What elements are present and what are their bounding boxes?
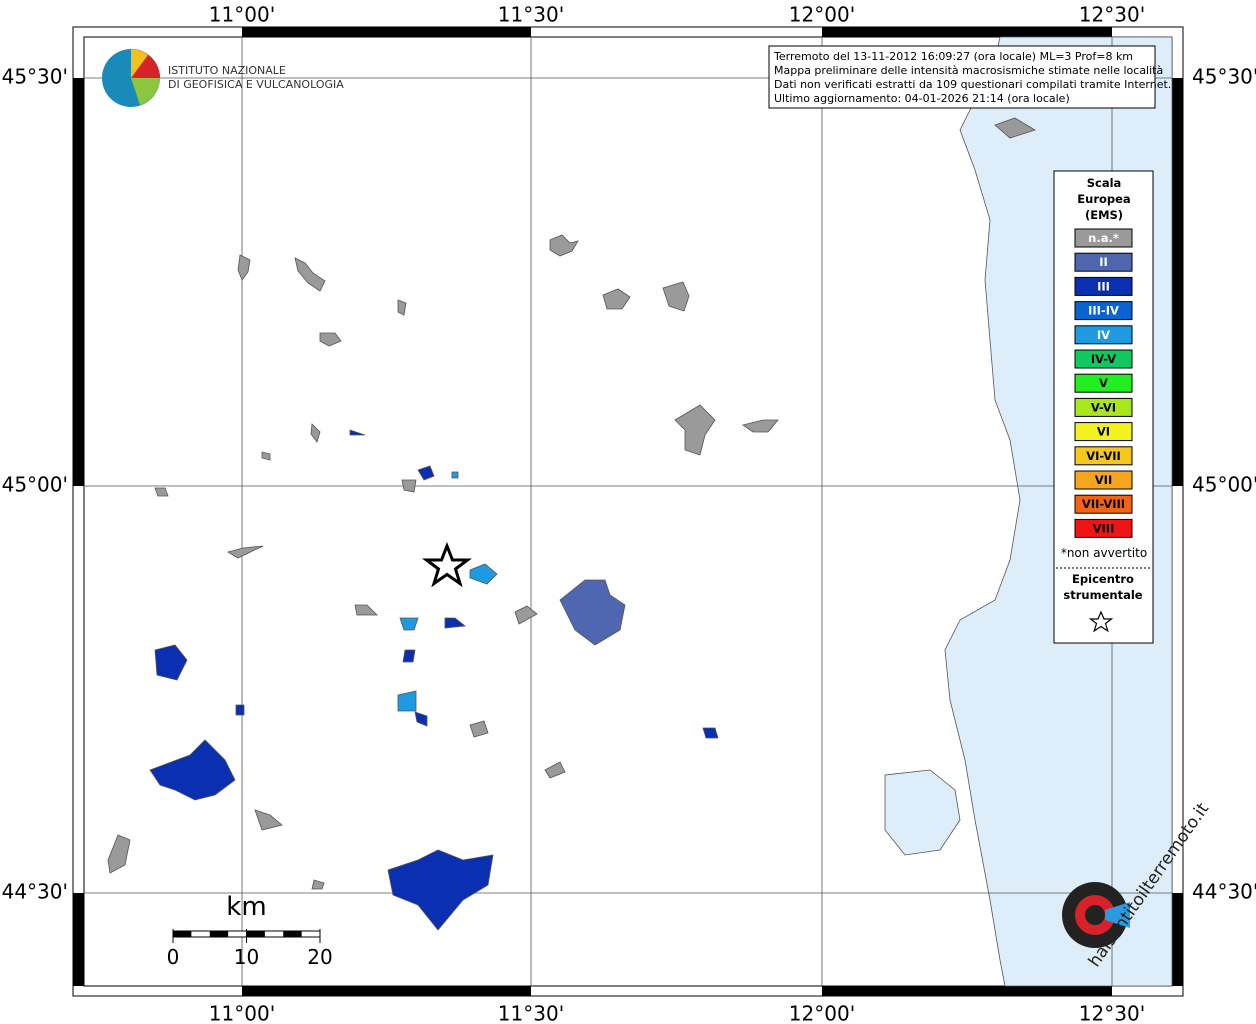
scale-bar: km 0 10 20 xyxy=(167,892,333,969)
island xyxy=(994,117,1036,139)
lon-label: 12°30' xyxy=(1079,3,1145,27)
legend-swatch xyxy=(1074,422,1133,442)
info-line: Terremoto del 13-11-2012 16:09:27 (ora l… xyxy=(773,50,1133,63)
legend-swatch xyxy=(1074,301,1133,321)
lat-label: 45°30' xyxy=(1192,65,1256,89)
legend-swatch xyxy=(1074,325,1133,345)
scale-tick-label: 20 xyxy=(307,945,332,969)
legend-label: VII xyxy=(1095,473,1112,487)
lat-label: 44°30' xyxy=(1192,880,1256,904)
legend-title: Europea xyxy=(1077,192,1130,206)
scale-tick-label: 10 xyxy=(234,945,259,969)
legend-label: III-IV xyxy=(1088,304,1119,318)
legend-swatch xyxy=(1074,397,1133,417)
lat-label: 45°00' xyxy=(1192,473,1256,497)
legend-label: III xyxy=(1097,279,1110,293)
legend-title: (EMS) xyxy=(1085,208,1123,222)
legend-swatch xyxy=(1074,470,1133,490)
legend-swatch xyxy=(1074,349,1133,369)
legend-swatch xyxy=(1074,373,1133,393)
lon-label: 12°00' xyxy=(789,1002,855,1024)
lon-label: 12°00' xyxy=(789,3,855,27)
legend-label: VII-VIII xyxy=(1082,497,1125,511)
legend-swatch xyxy=(1074,228,1133,248)
legend-label: n.a.* xyxy=(1088,231,1119,245)
legend-swatch xyxy=(1074,494,1133,514)
legend-label: IV xyxy=(1097,328,1110,342)
scale-tick-label: 0 xyxy=(167,945,180,969)
logo-line: DI GEOFISICA E VULCANOLOGIA xyxy=(168,78,344,91)
legend-note: *non avvertito xyxy=(1061,546,1147,560)
legend-epicenter xyxy=(1088,610,1114,633)
legend-label: VI-VII xyxy=(1086,449,1121,463)
legend-label: V xyxy=(1099,376,1108,390)
legend-swatch xyxy=(1074,252,1133,272)
scale-segment xyxy=(246,931,265,937)
towns xyxy=(107,234,779,931)
scale-segment xyxy=(173,931,192,937)
legend-swatch xyxy=(1074,446,1133,466)
graticule xyxy=(84,37,1172,986)
legend-label: VIII xyxy=(1093,521,1115,535)
legend-label: II xyxy=(1099,255,1108,269)
lon-label: 11°30' xyxy=(498,1002,564,1024)
ingv-logo: ISTITUTO NAZIONALE DI GEOFISICA E VULCAN… xyxy=(102,49,344,107)
scale-segment xyxy=(209,931,229,937)
lat-label: 45°30' xyxy=(2,65,68,89)
info-line: Dati non verificati estratti da 109 ques… xyxy=(774,78,1171,91)
info-line: Ultimo aggiornamento: 04-01-2026 21:14 (… xyxy=(774,92,1070,105)
lon-label: 12°30' xyxy=(1079,1002,1145,1024)
lon-label: 11°00' xyxy=(209,3,275,27)
legend-swatch xyxy=(1074,518,1133,538)
lat-label: 45°00' xyxy=(2,473,68,497)
legend-epicenter-label: Epicentro xyxy=(1072,572,1134,586)
legend-swatch xyxy=(1074,276,1133,296)
legend-label: IV-V xyxy=(1091,352,1116,366)
legend-title: Scala xyxy=(1087,176,1122,190)
info-text: Terremoto del 13-11-2012 16:09:27 (ora l… xyxy=(773,50,1171,105)
lon-label: 11°00' xyxy=(209,1002,275,1024)
legend-label: V-VI xyxy=(1091,400,1116,414)
scale-unit: km xyxy=(226,892,266,922)
legend-label: VI xyxy=(1097,425,1110,439)
logo-line: ISTITUTO NAZIONALE xyxy=(168,64,286,77)
legend-epicenter-label: strumentale xyxy=(1063,588,1142,602)
frame-border xyxy=(73,27,1183,996)
info-line: Mappa preliminare delle intensità macros… xyxy=(774,64,1163,77)
epicenter xyxy=(422,541,472,588)
info-box xyxy=(768,45,1156,109)
scale-segment xyxy=(283,931,302,937)
lagoon xyxy=(884,769,961,856)
lon-label: 11°30' xyxy=(498,3,564,27)
coordinate-labels: 11°00' 11°00' 11°30' 11°30' 12°00' 12°00' 12°3… xyxy=(2,3,1256,1024)
legend: ScalaEuropea(EMS)n.a.*IIIIIIII-IVIVIV-VV… xyxy=(1061,176,1147,602)
lat-label: 44°30' xyxy=(2,880,68,904)
